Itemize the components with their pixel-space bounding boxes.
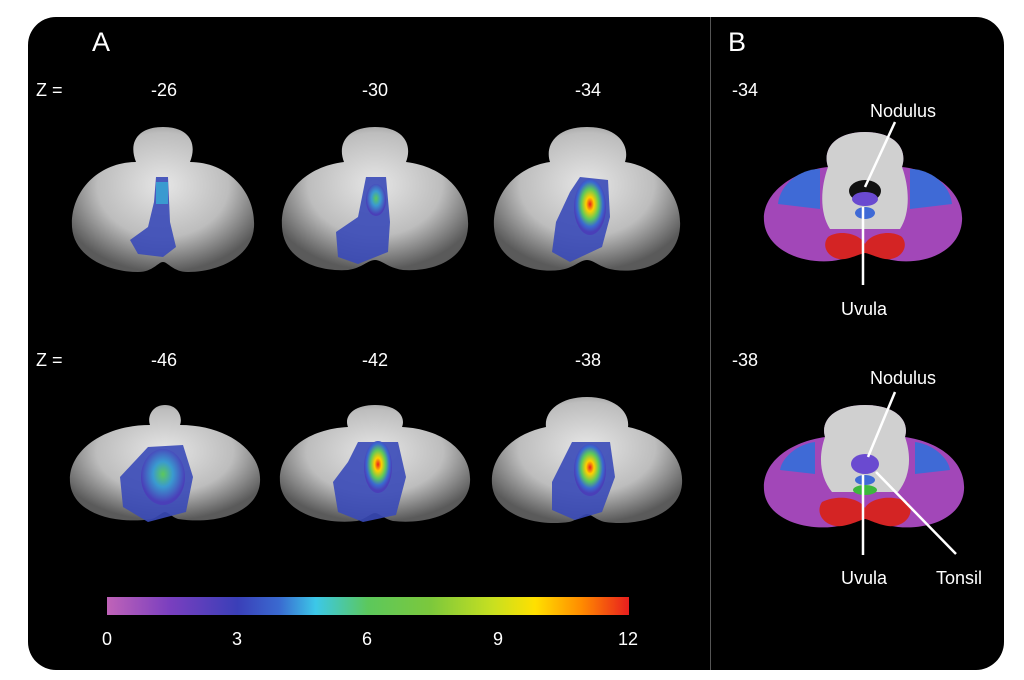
colorbar [107,597,629,615]
annotation-lines [861,121,957,555]
atlas-slice-z-minus-34 [763,132,963,262]
colorbar-tick-3: 3 [231,629,243,649]
slice-label-a-bottom-3: -38 [574,350,602,370]
label-uvula-bottom: Uvula [840,568,888,588]
slice-image-z-minus-38 [491,397,683,524]
z-label-top: Z = [36,80,63,100]
colorbar-tick-9: 9 [492,629,504,649]
panel-divider [710,17,711,670]
figure-panel: A Z = Z = -26 -30 -34 -46 -42 -38 [28,17,1004,670]
colorbar-tick-0: 0 [101,629,113,649]
z-label-bottom: Z = [36,350,63,370]
colorbar-tick-6: 6 [361,629,373,649]
panel-a-letter: A [92,27,111,57]
slice-label-b-bottom: -38 [732,350,759,370]
slice-label-a-top-1: -26 [150,80,178,100]
slice-image-z-minus-30 [281,127,469,271]
label-tonsil: Tonsil [935,568,983,588]
slice-label-a-top-3: -34 [574,80,602,100]
slice-image-z-minus-42 [279,405,471,522]
label-nodulus-top: Nodulus [869,101,937,121]
atlas-slice-z-minus-38 [763,405,965,528]
slice-label-a-top-2: -30 [361,80,389,100]
label-uvula-top: Uvula [840,299,888,319]
slice-image-z-minus-46 [69,405,261,522]
slice-label-a-bottom-1: -46 [150,350,178,370]
slice-label-b-top: -34 [732,80,759,100]
slice-image-z-minus-34 [493,127,681,271]
colorbar-tick-12: 12 [617,629,639,649]
slice-image-z-minus-26 [71,127,255,272]
panel-b-letter: B [728,27,747,57]
slice-label-a-bottom-2: -42 [361,350,389,370]
label-nodulus-bottom: Nodulus [869,368,937,388]
